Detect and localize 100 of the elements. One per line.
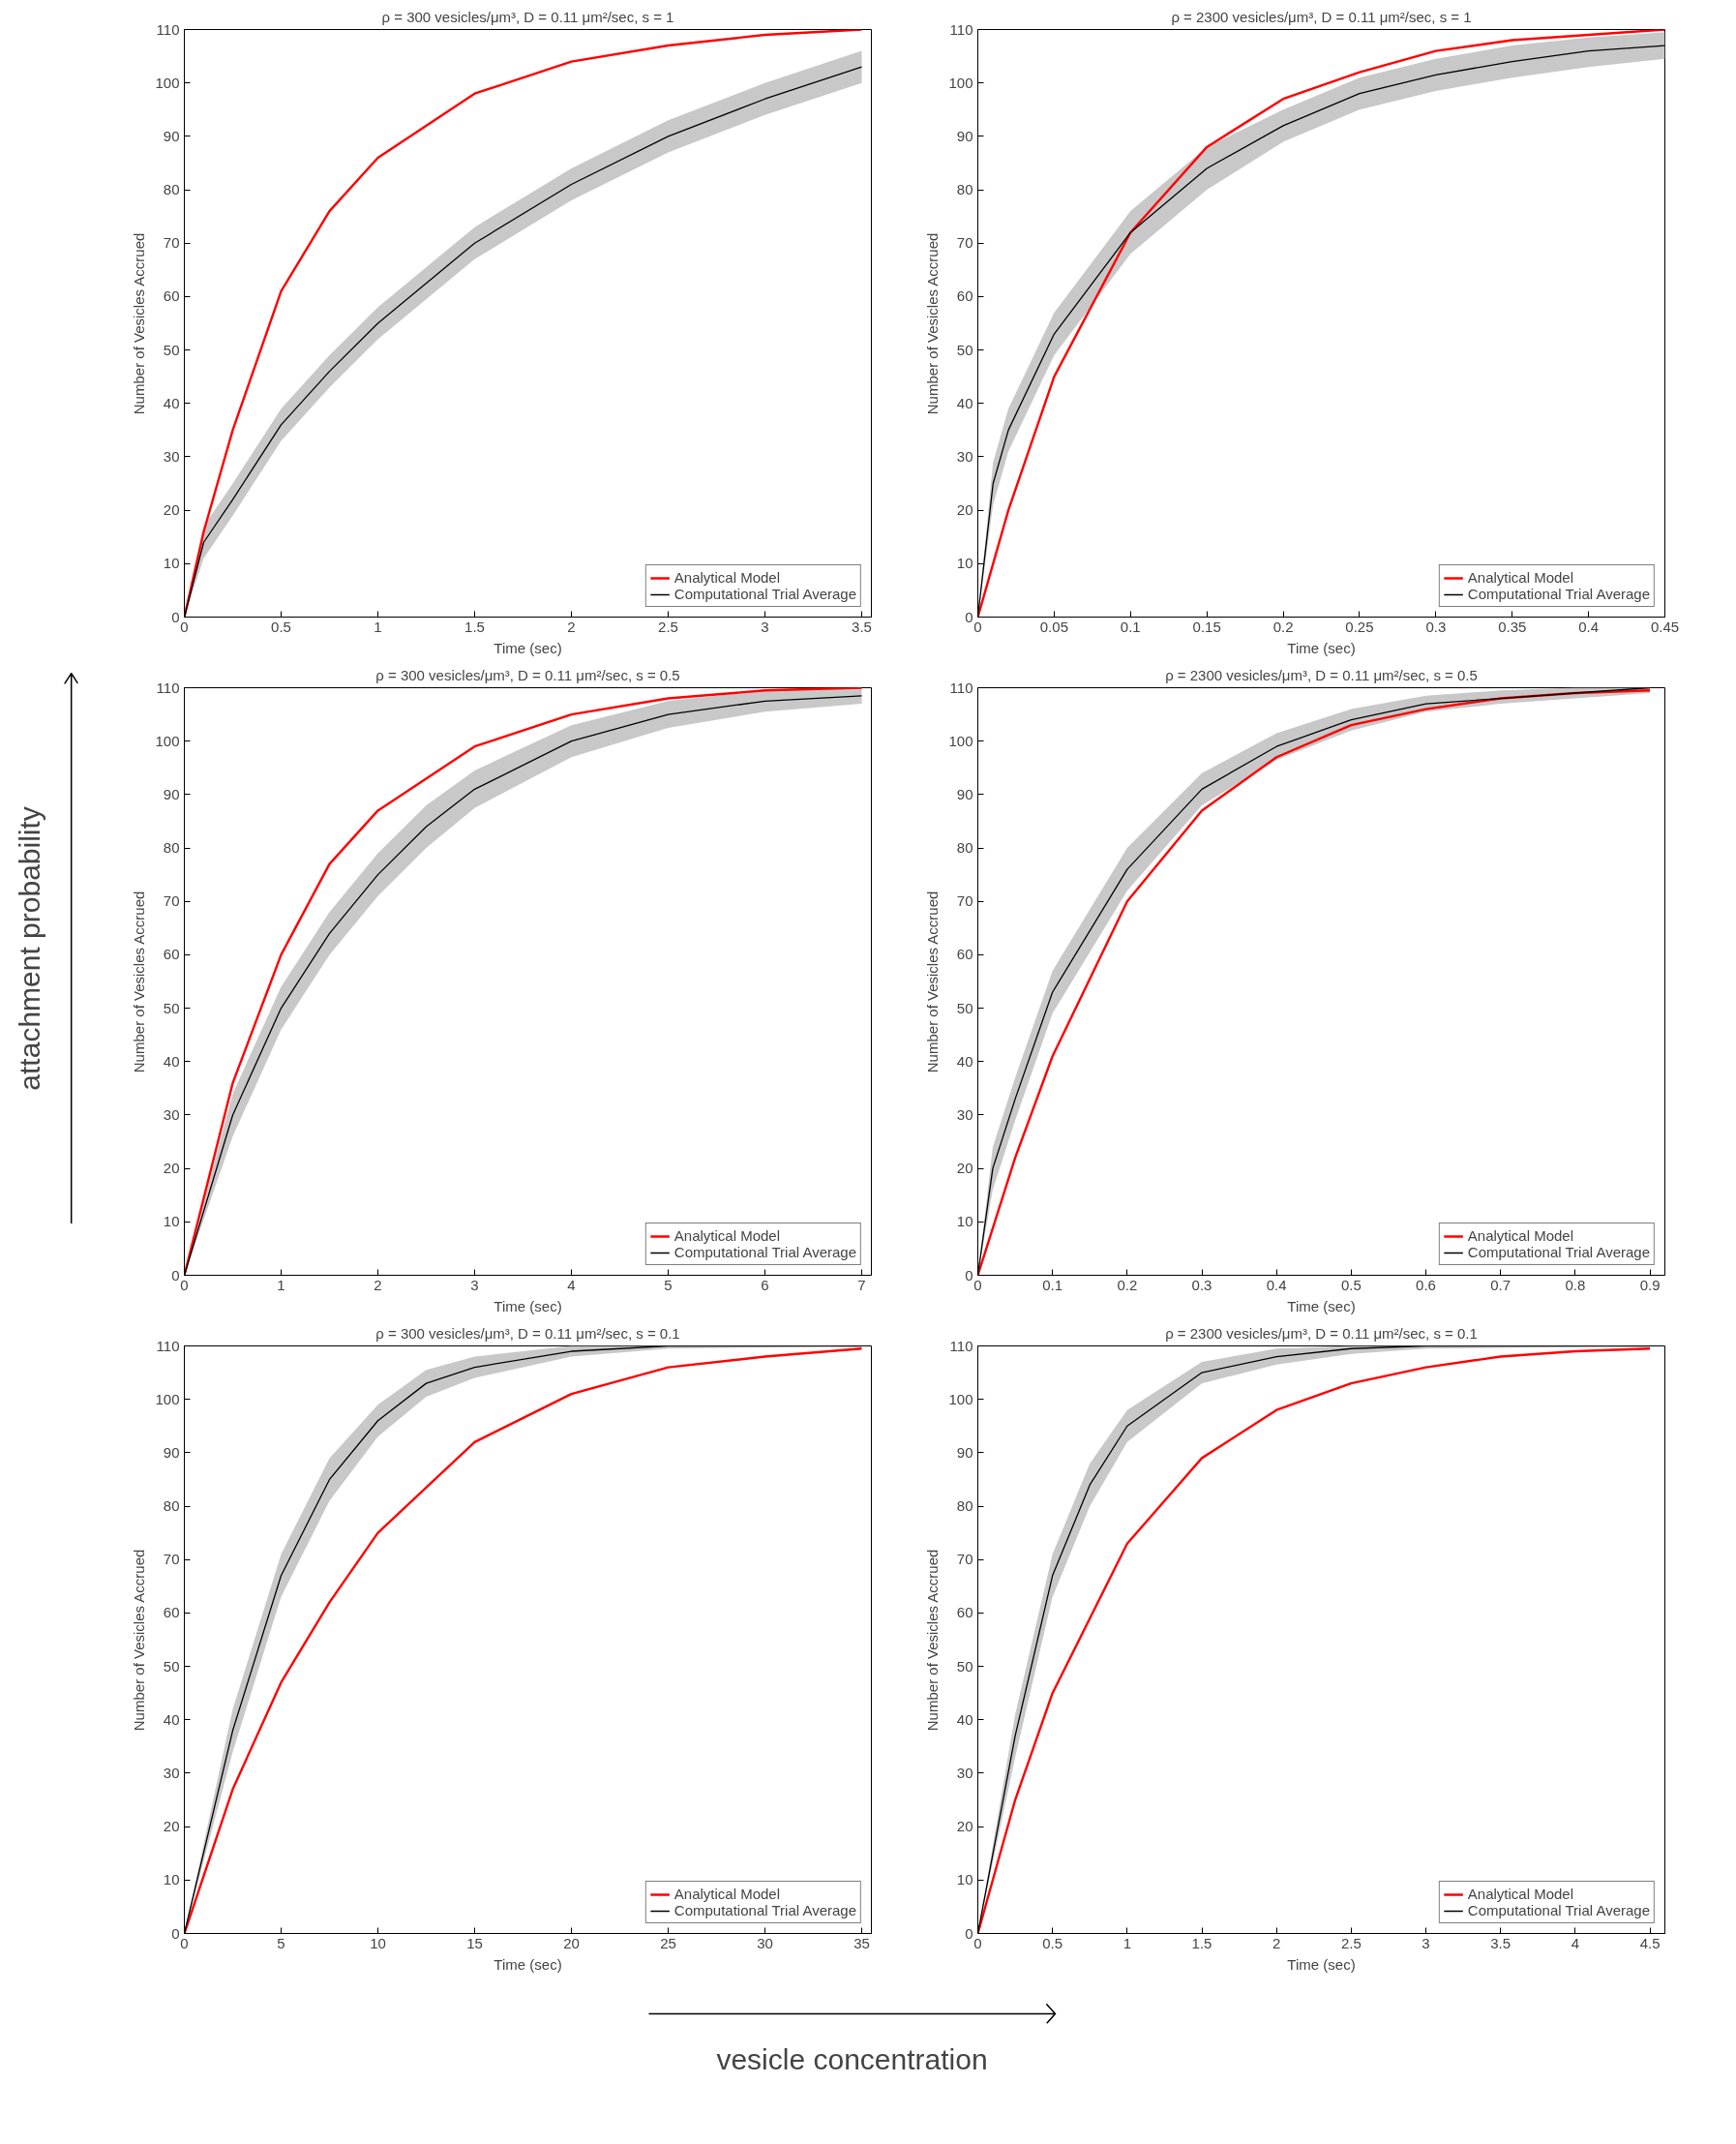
legend-label: Computational Trial Average	[673, 1244, 856, 1260]
y-tick-label: 40	[956, 1710, 973, 1728]
x-tick-label: 0.5	[271, 618, 291, 635]
x-tick-label: 35	[853, 1934, 870, 1951]
y-tick-label: 70	[163, 234, 180, 252]
x-tick-label: 0.2	[1272, 618, 1294, 635]
x-tick-label: 0.9	[1639, 1276, 1661, 1293]
y-tick-label: 110	[156, 20, 180, 38]
x-tick-label: 0.3	[1191, 1276, 1212, 1293]
y-tick-label: 20	[163, 501, 180, 519]
y-tick-label: 20	[956, 501, 973, 519]
chart-title: ρ = 300 vesicles/μm³, D = 0.11 μm²/sec, s = 1	[381, 8, 674, 25]
x-axis-title: Time (sec)	[1287, 639, 1356, 656]
y-tick-label: 50	[163, 999, 180, 1016]
chart-title: ρ = 300 vesicles/μm³, D = 0.11 μm²/sec, s = 0.1	[375, 1324, 680, 1342]
x-tick-label: 7	[857, 1276, 866, 1293]
y-tick-label: 110	[949, 20, 973, 38]
x-axis-title: Time (sec)	[494, 1955, 562, 1973]
legend-label: Analytical Model	[673, 1227, 781, 1244]
y-tick-label: 10	[163, 1871, 180, 1888]
legend-label: Analytical Model	[1467, 1886, 1574, 1902]
y-tick-label: 60	[956, 946, 973, 963]
x-tick-label: 15	[466, 1934, 483, 1951]
x-tick-label: 10	[370, 1934, 386, 1951]
chart-title: ρ = 2300 vesicles/μm³, D = 0.11 μm²/sec, s = 0.1	[1165, 1324, 1478, 1342]
y-tick-label: 100	[948, 732, 973, 749]
legend-label: Computational Trial Average	[1467, 586, 1650, 602]
y-tick-label: 50	[956, 341, 973, 358]
y-tick-label: 110	[156, 1337, 180, 1354]
text: attachment probability	[14, 806, 46, 1091]
x-tick-label: 2	[1272, 1934, 1281, 1951]
legend-label: Analytical Model	[673, 1886, 781, 1902]
legend-label: Analytical Model	[673, 569, 781, 586]
x-tick-label: 0.7	[1490, 1276, 1512, 1293]
x-tick-label: 0.4	[1266, 1276, 1287, 1293]
x-tick-label: 0.05	[1039, 618, 1068, 635]
y-tick-label: 30	[163, 1105, 180, 1123]
x-tick-label: 3	[1422, 1934, 1430, 1951]
y-tick-label: 60	[956, 287, 973, 305]
x-tick-label: 0.25	[1345, 618, 1374, 635]
y-tick-label: 40	[956, 1052, 973, 1070]
y-tick-label: 10	[163, 555, 180, 572]
y-tick-label: 30	[956, 1105, 973, 1123]
legend-label: Analytical Model	[1467, 1227, 1574, 1244]
y-tick-label: 80	[163, 839, 180, 857]
y-axis-title: Number of Vesicles Accrued	[131, 232, 148, 415]
x-tick-label: 20	[563, 1934, 580, 1951]
y-axis-title: Number of Vesicles Accrued	[924, 232, 942, 415]
x-tick-label: 4	[567, 1276, 576, 1293]
x-tick-label: 0.3	[1425, 618, 1447, 635]
x-tick-label: 0.5	[1340, 1276, 1362, 1293]
x-tick-label: 1	[1122, 1934, 1132, 1951]
y-tick-label: 50	[163, 1657, 180, 1675]
y-tick-label: 60	[956, 1604, 973, 1621]
x-axis-title: Time (sec)	[494, 1297, 562, 1314]
y-tick-label: 90	[956, 1443, 973, 1461]
y-tick-label: 30	[163, 1764, 180, 1781]
x-tick-label: 0.6	[1416, 1276, 1436, 1293]
y-tick-label: 70	[163, 1551, 180, 1568]
y-tick-label: 90	[163, 127, 180, 144]
x-axis-title: Time (sec)	[1287, 1955, 1356, 1973]
y-tick-label: 10	[956, 555, 973, 572]
x-tick-label: 1.5	[1191, 1934, 1212, 1951]
y-tick-label: 80	[163, 181, 180, 198]
y-tick-label: 10	[956, 1871, 973, 1888]
y-tick-label: 100	[948, 1390, 973, 1407]
chart-title: ρ = 2300 vesicles/μm³, D = 0.11 μm²/sec, s = 0.5	[1165, 666, 1478, 683]
y-tick-label: 80	[163, 1497, 180, 1515]
y-tick-label: 20	[163, 1818, 180, 1835]
x-tick-label: 4.5	[1639, 1934, 1661, 1951]
x-tick-label: 2	[567, 618, 576, 635]
legend-label: Computational Trial Average	[1467, 1902, 1650, 1918]
chart-title: ρ = 300 vesicles/μm³, D = 0.11 μm²/sec, s = 0.5	[375, 666, 680, 683]
x-axis-title: Time (sec)	[1287, 1297, 1356, 1314]
x-tick-label: 1	[374, 618, 382, 635]
y-tick-label: 60	[163, 287, 180, 305]
y-tick-label: 100	[948, 74, 973, 91]
y-tick-label: 100	[155, 74, 180, 91]
x-tick-label: 0.2	[1117, 1276, 1138, 1293]
y-tick-label: 30	[956, 1764, 973, 1781]
x-tick-label: 5	[277, 1934, 285, 1951]
y-tick-label: 100	[155, 732, 180, 749]
x-tick-label: 0.1	[1042, 1276, 1063, 1293]
x-tick-label: 3	[470, 1276, 479, 1293]
x-tick-label: 30	[757, 1934, 773, 1951]
y-tick-label: 50	[956, 1657, 973, 1675]
x-tick-label: 2.5	[1340, 1934, 1362, 1951]
y-tick-label: 90	[163, 785, 180, 802]
y-tick-label: 110	[156, 679, 180, 696]
x-tick-label: 5	[664, 1276, 673, 1293]
x-tick-label: 0.15	[1192, 618, 1221, 635]
y-tick-label: 40	[163, 1710, 180, 1728]
y-tick-label: 40	[163, 394, 180, 411]
y-tick-label: 80	[956, 839, 973, 857]
y-tick-label: 20	[163, 1160, 180, 1177]
y-tick-label: 100	[155, 1390, 180, 1407]
y-tick-label: 110	[949, 1337, 973, 1354]
x-tick-label: 2.5	[658, 618, 678, 635]
x-tick-label: 3.5	[1490, 1934, 1512, 1951]
y-tick-label: 10	[163, 1213, 180, 1230]
